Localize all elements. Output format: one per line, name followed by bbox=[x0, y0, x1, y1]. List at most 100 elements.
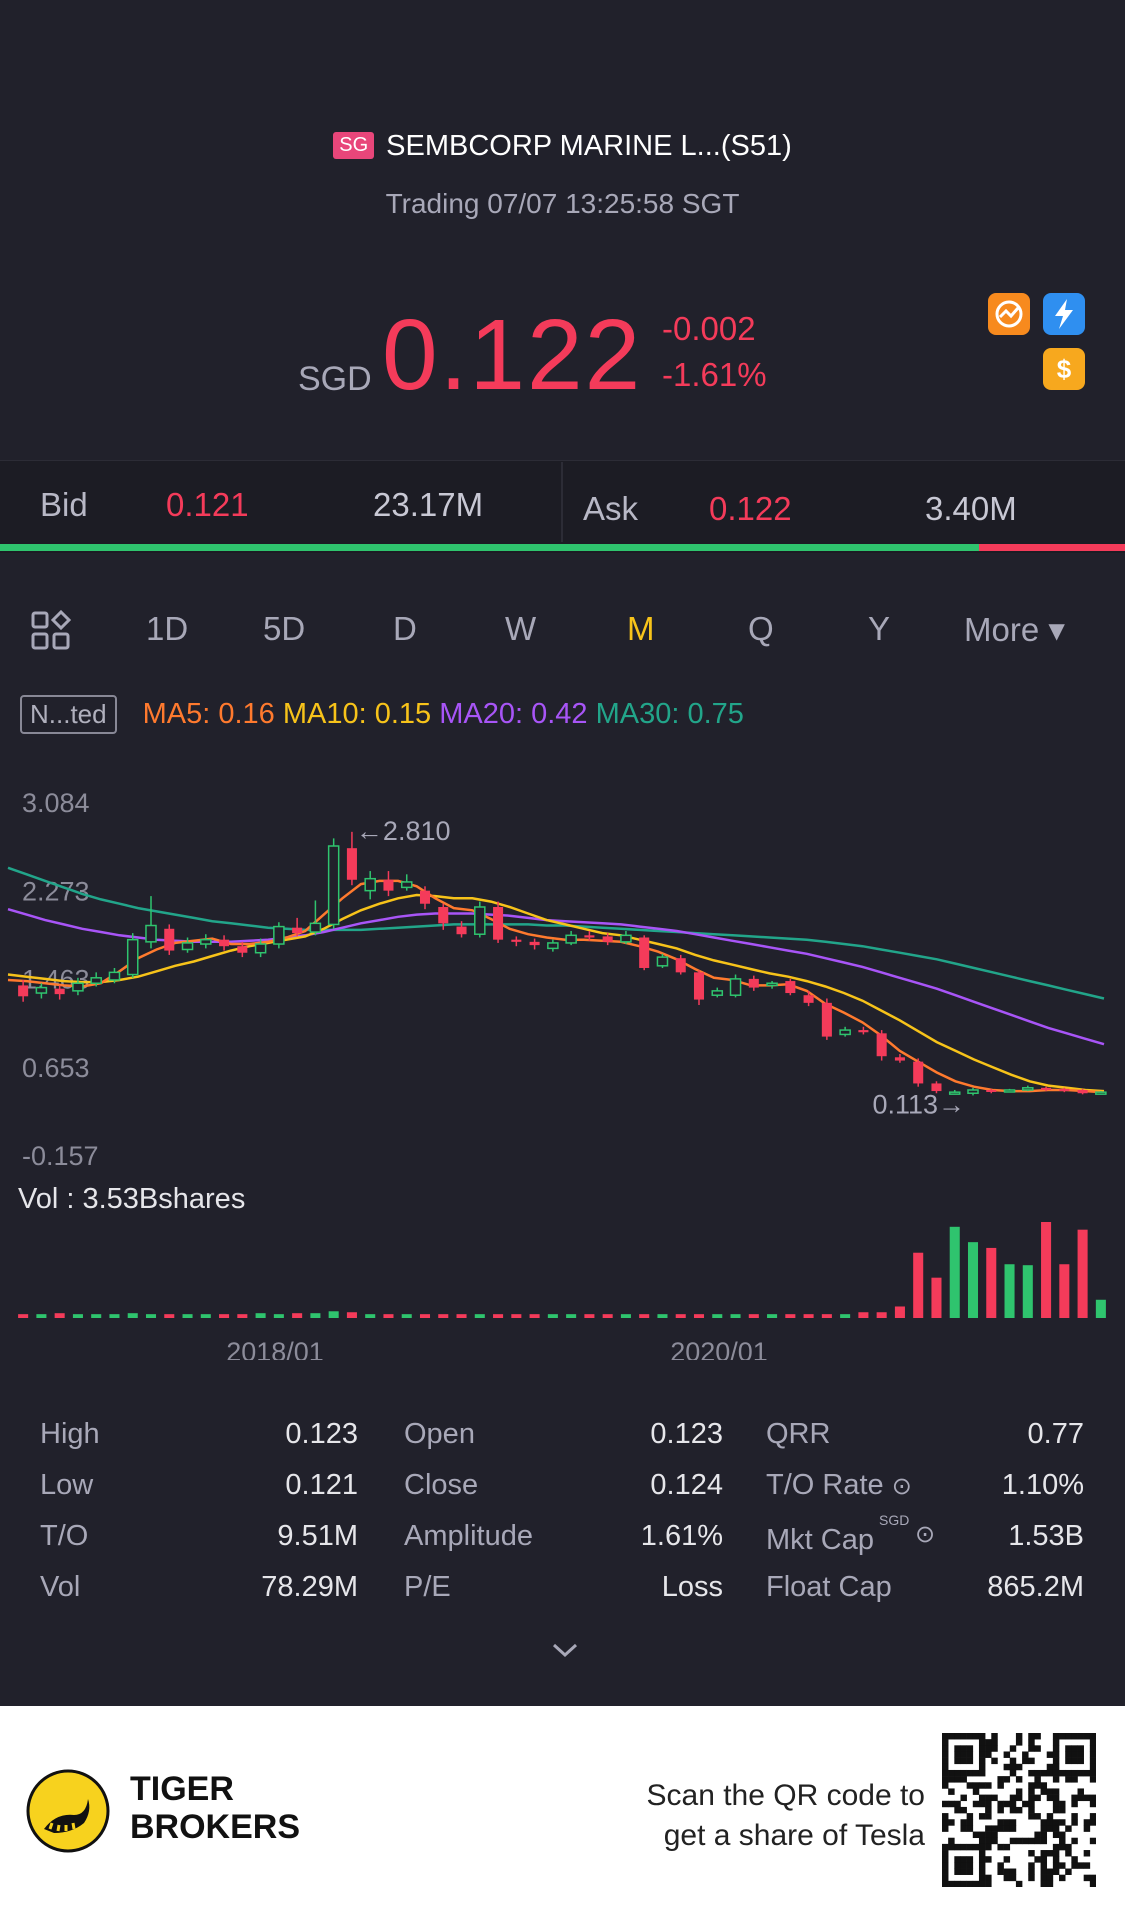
qr-module bbox=[1034, 1813, 1041, 1820]
qr-module bbox=[1071, 1800, 1078, 1808]
qr-module bbox=[997, 1776, 1004, 1783]
qr-module bbox=[1046, 1813, 1054, 1820]
candle-body bbox=[327, 845, 340, 926]
orange-chart-icon[interactable] bbox=[988, 293, 1030, 335]
candle-body bbox=[839, 1029, 851, 1036]
qr-module bbox=[985, 1806, 992, 1814]
qr-module bbox=[948, 1788, 955, 1795]
volume-bar bbox=[931, 1277, 942, 1318]
qr-module bbox=[1003, 1825, 1011, 1832]
qr-module bbox=[1040, 1769, 1048, 1777]
stat-turnover-rate-value: 1.10% bbox=[1001, 1469, 1084, 1501]
qr-module bbox=[1022, 1800, 1029, 1808]
adjustment-selector[interactable]: N...ted bbox=[20, 695, 117, 734]
low-price-marker: 0.113→ bbox=[872, 1089, 965, 1119]
stat-pe-label: P/E bbox=[404, 1571, 451, 1603]
candle-body bbox=[273, 925, 285, 945]
tab-quarter[interactable]: Q bbox=[748, 610, 774, 647]
y-tick-label: 0.653 bbox=[22, 1053, 90, 1083]
tab-week[interactable]: W bbox=[505, 610, 537, 647]
tab-5d[interactable]: 5D bbox=[263, 610, 306, 647]
qr-module bbox=[1083, 1819, 1091, 1826]
qr-module bbox=[1071, 1862, 1078, 1869]
qr-module bbox=[1089, 1874, 1096, 1882]
volume-label: Vol : 3.53Bshares bbox=[18, 1183, 246, 1215]
volume-bar bbox=[145, 1314, 157, 1318]
volume-bar bbox=[237, 1314, 248, 1318]
lightning-icon[interactable] bbox=[1043, 293, 1085, 335]
info-icon[interactable]: ⊙ bbox=[915, 1521, 936, 1548]
qr-module bbox=[1003, 1843, 1011, 1851]
candle-body bbox=[766, 982, 778, 987]
qr-module bbox=[991, 1757, 998, 1765]
qr-module bbox=[997, 1862, 1004, 1869]
tab-month[interactable]: M bbox=[627, 610, 655, 647]
turnover-rate-text: T/O Rate bbox=[766, 1469, 884, 1501]
qr-module bbox=[1003, 1751, 1011, 1758]
price-change-percent: -1.61% bbox=[662, 356, 767, 393]
qr-module bbox=[1059, 1733, 1066, 1740]
tab-year[interactable]: Y bbox=[868, 610, 891, 647]
qr-module bbox=[978, 1874, 986, 1882]
qr-module bbox=[948, 1843, 955, 1851]
qr-module bbox=[1040, 1868, 1048, 1875]
high-price-marker: ←2.810 bbox=[356, 816, 451, 846]
qr-module bbox=[1003, 1763, 1011, 1771]
tab-1d[interactable]: 1D bbox=[146, 610, 189, 647]
qr-module bbox=[978, 1868, 986, 1875]
qr-code[interactable] bbox=[942, 1733, 1096, 1887]
chart-layout-icon[interactable] bbox=[30, 609, 72, 657]
ask-label: Ask bbox=[583, 490, 639, 527]
qr-module bbox=[978, 1800, 986, 1808]
qr-module bbox=[1052, 1843, 1060, 1851]
dollar-icon[interactable]: $ bbox=[1043, 348, 1085, 390]
qr-module bbox=[997, 1825, 1004, 1832]
qr-module bbox=[1009, 1800, 1017, 1808]
tab-more[interactable]: More ▾ bbox=[964, 611, 1065, 648]
volume-bar bbox=[219, 1314, 230, 1318]
volume-bar bbox=[1004, 1264, 1015, 1318]
stat-mkt-cap-value: 1.53B bbox=[1008, 1520, 1084, 1552]
qr-module bbox=[1040, 1819, 1048, 1826]
ma5-line bbox=[7, 879, 1105, 1094]
stat-qrr-label: QRR bbox=[766, 1418, 831, 1450]
qr-module bbox=[942, 1813, 949, 1820]
candle-body bbox=[237, 946, 248, 953]
info-icon[interactable]: ⊙ bbox=[891, 1473, 912, 1500]
qr-module bbox=[1059, 1862, 1066, 1869]
mkt-cap-text: Mkt Cap bbox=[766, 1524, 874, 1556]
qr-module bbox=[942, 1843, 949, 1851]
qr-module bbox=[1015, 1776, 1023, 1783]
candle-body bbox=[108, 971, 121, 981]
qr-module bbox=[1003, 1776, 1011, 1783]
qr-module bbox=[1077, 1862, 1084, 1869]
qr-module bbox=[966, 1819, 974, 1826]
tab-day[interactable]: D bbox=[393, 610, 417, 647]
qr-module bbox=[1071, 1813, 1078, 1820]
candle-body bbox=[858, 1030, 869, 1033]
qr-module bbox=[1040, 1874, 1048, 1882]
volume-bar bbox=[620, 1314, 631, 1318]
qr-module bbox=[1034, 1776, 1041, 1783]
moving-average-row: N...ted MA5: 0.16 MA10: 0.15 MA20: 0.42 M… bbox=[20, 695, 744, 734]
qr-module bbox=[1034, 1856, 1041, 1863]
qr-module bbox=[960, 1745, 967, 1752]
bid-volume: 23.17M bbox=[373, 486, 484, 523]
qr-module bbox=[985, 1874, 992, 1882]
volume-bar bbox=[401, 1314, 412, 1318]
candle-body bbox=[456, 926, 467, 935]
volume-bar bbox=[328, 1311, 339, 1318]
qr-module bbox=[991, 1733, 998, 1740]
qr-module bbox=[1040, 1788, 1048, 1795]
qr-module bbox=[942, 1757, 949, 1765]
stat-high-label: High bbox=[40, 1418, 100, 1450]
volume-bar bbox=[1022, 1265, 1033, 1318]
qr-module bbox=[1009, 1874, 1017, 1882]
qr-module bbox=[985, 1880, 992, 1887]
qr-module bbox=[942, 1782, 949, 1789]
chevron-down-icon[interactable] bbox=[550, 1630, 580, 1669]
x-tick-label: 2018/01 bbox=[226, 1337, 324, 1360]
qr-module bbox=[954, 1745, 961, 1752]
stat-turnover-label: T/O bbox=[40, 1520, 89, 1552]
